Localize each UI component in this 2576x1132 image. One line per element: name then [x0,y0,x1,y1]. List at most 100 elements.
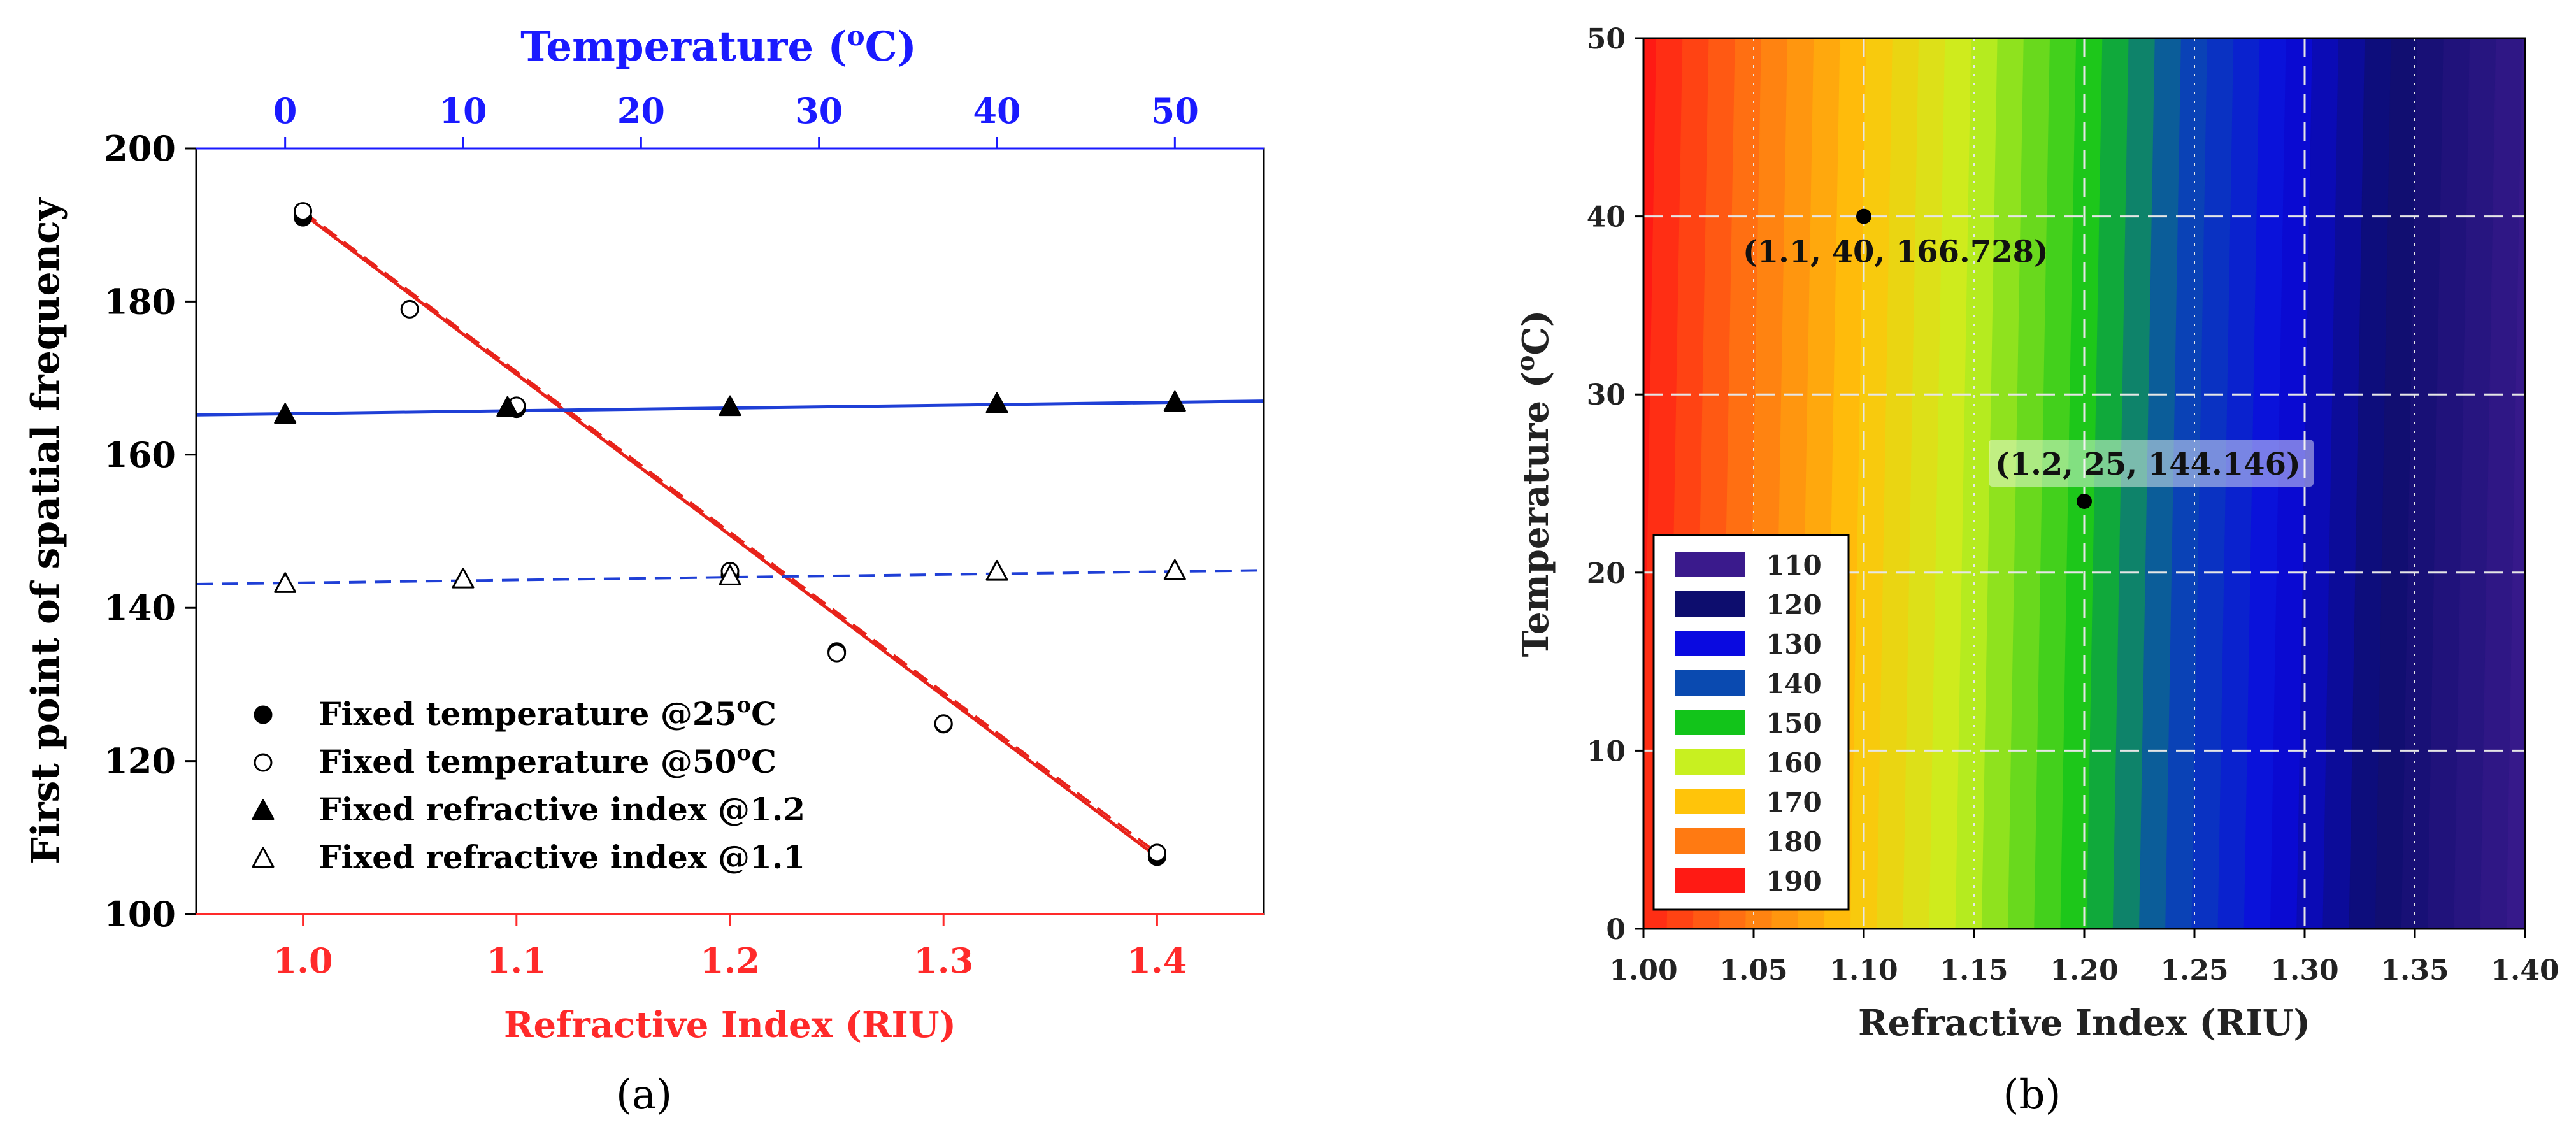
b-annotation-point-1 [1856,208,1871,224]
a-legend-marker-3 [252,799,275,820]
a-point-series-4 [452,568,475,589]
b-contour-band [1955,38,1998,929]
a-legend-label-3: Fixed refractive index @1.2 [318,791,805,828]
b-y-tick-label: 40 [1587,201,1626,234]
b-contour-band [2112,38,2156,929]
b-legend-swatch-110 [1675,552,1745,577]
a-legend-text: Fixed refractive index @1.2 [318,791,805,828]
b-annotation-box-2 [1989,439,2314,487]
a-legend-unit: C [751,743,776,780]
panel-a-scatter-chart: 100 120 140 160 180 200 1.0 1.1 1.2 1.3 1.4 0 10 20 30… [24,20,1265,1119]
b-annotation-label-1: (1.1, 40, 166.728) [1743,234,2049,270]
b-legend-label-110: 110 [1766,550,1822,581]
b-x-tick-label: 1.25 [2160,954,2228,987]
a-point-series-3 [985,392,1008,413]
b-legend-label-170: 170 [1766,787,1822,818]
a-y-tick-label: 180 [104,281,176,322]
a-point-series-2 [1147,843,1166,863]
b-contour-band [2008,38,2050,929]
a-legend-unit: C [751,695,776,733]
b-x-tick-label: 1.00 [1609,954,1677,987]
b-y-tick-label: 0 [1606,913,1626,946]
panel-a-top-axis-title: Temperature (oC) [520,20,917,71]
b-contour-band [1929,38,1972,929]
b-contour-band [1903,38,1946,929]
b-y-tick-label: 20 [1587,557,1626,590]
b-x-tick-label: 1.10 [1829,954,1898,987]
b-legend-swatch-190 [1675,868,1745,893]
b-contour-band [2138,38,2182,929]
b-contour-band [2349,38,2392,929]
a-top-tick-label: 20 [617,90,665,131]
a-fit-line-series-1 [302,212,1158,858]
a-bottom-tick-label: 1.1 [487,940,547,981]
a-bottom-tick-label: 1.4 [1127,940,1187,981]
a-y-tick-label: 140 [104,587,176,628]
a-legend-label-2: Fixed temperature @50oC [318,740,776,780]
b-legend-label-120: 120 [1766,589,1822,620]
a-point-series-4 [985,560,1008,581]
a-y-tick-label: 200 [104,128,176,169]
a-point-series-4 [719,564,741,585]
a-bottom-tick-label: 1.0 [273,940,333,981]
b-x-tick-label: 1.30 [2270,954,2338,987]
a-legend-sup: o [736,740,751,766]
a-y-tick-label: 160 [104,434,176,475]
a-top-tick-label: 30 [795,90,843,131]
a-legend-marker-2 [254,753,273,772]
b-legend-label-140: 140 [1766,668,1822,699]
b-contour-band [2165,38,2208,929]
b-contour-band [2506,38,2525,929]
b-y-tick-label: 50 [1587,23,1626,55]
a-top-tick-label: 10 [439,90,487,131]
panel-b-y-axis-title: Temperature (oC) [1511,310,1557,657]
b-legend-label-180: 180 [1766,826,1822,857]
b-contour-band [2270,38,2313,929]
panel-b-legend: 110 120 130 140 150 160 170 180 190 [1652,534,1850,911]
b-contour-band [1850,38,1893,929]
b-x-tick-label: 1.35 [2380,954,2449,987]
a-point-series-2 [400,299,419,319]
panel-b-contour-map: 1.00 1.05 1.10 1.15 1.20 1.25 1.30 1.35 1.40 0 10 2… [1511,23,2576,1119]
b-legend-swatch-180 [1675,828,1745,854]
b-contour-band [2480,38,2523,929]
a-bottom-tick-label: 1.2 [700,940,760,981]
a-point-series-3 [274,403,297,424]
a-legend-marker-1 [254,705,273,724]
b-y-tick-label: 10 [1587,735,1626,768]
panel-a-bottom-axis-title: Refractive Index (RIU) [504,1004,956,1046]
a-legend-label-4: Fixed refractive index @1.1 [318,838,805,876]
b-legend-swatch-160 [1675,749,1745,775]
panel-b-ticks: 1.00 1.05 1.10 1.15 1.20 1.25 1.30 1.35 1.40 0 10 2… [1587,23,2559,987]
panel-b-figure-label: (b) [2003,1071,2061,1119]
b-contour-band [2243,38,2287,929]
b-x-tick-label: 1.05 [1719,954,1787,987]
b-legend-swatch-130 [1675,631,1745,656]
b-legend-swatch-140 [1675,670,1745,696]
panel-a-ticks: 100 120 140 160 180 200 1.0 1.1 1.2 1.3 1.4 0 10 20 30… [104,90,1199,981]
b-legend-label-150: 150 [1766,708,1822,739]
a-y-tick-label: 100 [104,894,176,935]
b-contour-band [1877,38,1920,929]
panel-a-y-axis-title: First point of spatial frequency [24,197,68,864]
b-contour-band [2559,38,2576,929]
a-point-series-3 [1163,390,1186,412]
a-legend-text: Fixed temperature @25 [318,695,736,733]
b-contour-band [2191,38,2235,929]
b-contour-band [2060,38,2103,929]
panel-a-data-points [274,202,1186,866]
b-legend-label-190: 190 [1766,866,1822,897]
b-legend-swatch-120 [1675,591,1745,617]
a-legend-sup: o [736,692,751,718]
b-legend-label-160: 160 [1766,747,1822,778]
b-contour-band [2034,38,2077,929]
b-contour-band [2322,38,2366,929]
a-point-series-4 [1163,559,1186,580]
b-legend-swatch-170 [1675,789,1745,814]
b-legend-label-130: 130 [1766,629,1822,660]
panel-b-x-axis-title: Refractive Index (RIU) [1858,1002,2310,1044]
b-contour-band [2217,38,2261,929]
b-annotation-point-2 [2077,493,2092,509]
